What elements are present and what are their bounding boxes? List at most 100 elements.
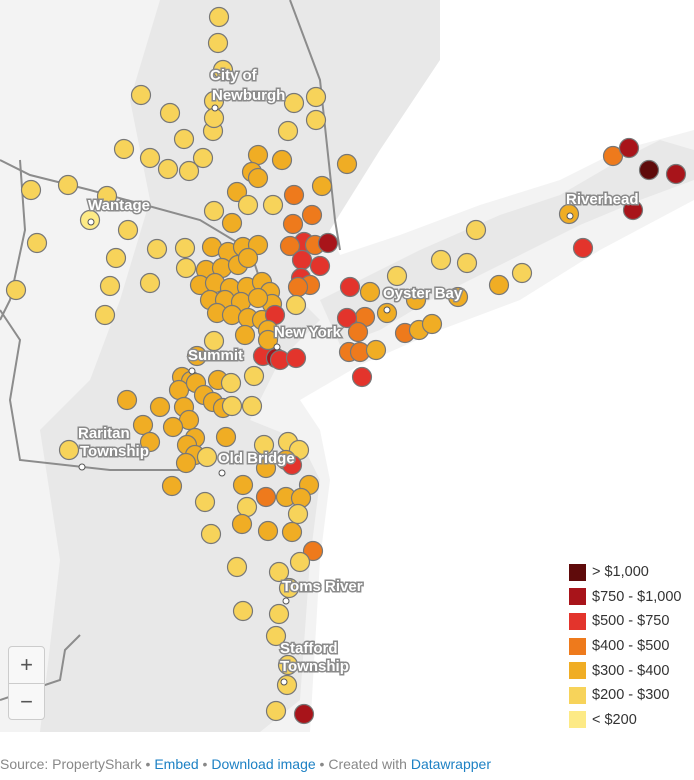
- data-point[interactable]: [488, 274, 510, 296]
- data-point[interactable]: [139, 431, 161, 453]
- data-point[interactable]: [113, 138, 135, 160]
- map[interactable]: City of Newburgh Wantage Riverhead Oyster Ba…: [0, 0, 694, 732]
- data-point[interactable]: [247, 287, 269, 309]
- data-point[interactable]: [194, 491, 216, 513]
- data-point[interactable]: [282, 213, 304, 235]
- data-point[interactable]: [365, 339, 387, 361]
- data-point[interactable]: [168, 379, 190, 401]
- data-point[interactable]: [174, 237, 196, 259]
- data-point[interactable]: [20, 179, 42, 201]
- data-point[interactable]: [511, 262, 533, 284]
- data-point[interactable]: [139, 272, 161, 294]
- data-point[interactable]: [221, 212, 243, 234]
- data-point[interactable]: [638, 159, 660, 181]
- data-point[interactable]: [309, 255, 331, 277]
- data-point[interactable]: [232, 474, 254, 496]
- data-point[interactable]: [359, 281, 381, 303]
- zoom-in-button[interactable]: +: [20, 652, 33, 677]
- data-point[interactable]: [130, 84, 152, 106]
- data-point[interactable]: [117, 219, 139, 241]
- data-point[interactable]: [132, 414, 154, 436]
- data-point[interactable]: [305, 86, 327, 108]
- data-point[interactable]: [159, 102, 181, 124]
- data-point[interactable]: [456, 252, 478, 274]
- data-point[interactable]: [665, 163, 687, 185]
- data-point[interactable]: [268, 603, 290, 625]
- data-point[interactable]: [289, 551, 311, 573]
- data-point[interactable]: [255, 486, 277, 508]
- data-point[interactable]: [285, 294, 307, 316]
- data-point[interactable]: [447, 286, 469, 308]
- data-point[interactable]: [287, 276, 309, 298]
- data-point[interactable]: [139, 147, 161, 169]
- data-point[interactable]: [572, 237, 594, 259]
- data-point[interactable]: [175, 452, 197, 474]
- data-point[interactable]: [339, 276, 361, 298]
- data-point[interactable]: [234, 324, 256, 346]
- data-point[interactable]: [291, 249, 313, 271]
- data-point[interactable]: [94, 304, 116, 326]
- embed-link[interactable]: Embed: [154, 756, 199, 772]
- data-point[interactable]: [262, 194, 284, 216]
- data-point[interactable]: [347, 321, 369, 343]
- data-point[interactable]: [173, 128, 195, 150]
- data-point[interactable]: [351, 366, 373, 388]
- data-point[interactable]: [232, 600, 254, 622]
- data-point[interactable]: [421, 313, 443, 335]
- data-point[interactable]: [405, 289, 427, 311]
- data-point[interactable]: [231, 513, 253, 535]
- data-point[interactable]: [58, 439, 80, 461]
- data-point[interactable]: [208, 6, 230, 28]
- data-point[interactable]: [149, 396, 171, 418]
- data-point[interactable]: [336, 153, 358, 175]
- data-point[interactable]: [311, 175, 333, 197]
- data-point[interactable]: [226, 181, 248, 203]
- data-point[interactable]: [192, 147, 214, 169]
- data-point[interactable]: [186, 345, 208, 367]
- data-point[interactable]: [302, 540, 324, 562]
- data-point[interactable]: [200, 523, 222, 545]
- data-point[interactable]: [105, 247, 127, 269]
- data-point[interactable]: [281, 454, 303, 476]
- download-image-link[interactable]: Download image: [211, 756, 316, 772]
- data-point[interactable]: [247, 167, 269, 189]
- data-point[interactable]: [265, 700, 287, 722]
- data-point[interactable]: [196, 446, 218, 468]
- data-point[interactable]: [253, 434, 275, 456]
- data-point[interactable]: [430, 249, 452, 271]
- data-point[interactable]: [203, 200, 225, 222]
- data-point[interactable]: [116, 389, 138, 411]
- data-point[interactable]: [281, 521, 303, 543]
- data-point[interactable]: [276, 674, 298, 696]
- data-point[interactable]: [317, 232, 339, 254]
- data-point[interactable]: [271, 149, 293, 171]
- data-point[interactable]: [279, 235, 301, 257]
- data-point[interactable]: [386, 265, 408, 287]
- data-point[interactable]: [178, 160, 200, 182]
- data-point[interactable]: [57, 174, 79, 196]
- data-point[interactable]: [220, 372, 242, 394]
- data-point[interactable]: [5, 279, 27, 301]
- data-point[interactable]: [247, 144, 269, 166]
- data-point[interactable]: [243, 365, 265, 387]
- data-point[interactable]: [26, 232, 48, 254]
- data-point[interactable]: [203, 330, 225, 352]
- data-point[interactable]: [277, 120, 299, 142]
- data-point[interactable]: [257, 520, 279, 542]
- data-point[interactable]: [157, 158, 179, 180]
- data-point[interactable]: [236, 496, 258, 518]
- data-point[interactable]: [175, 257, 197, 279]
- data-point[interactable]: [237, 247, 259, 269]
- datawrapper-link[interactable]: Datawrapper: [410, 756, 491, 772]
- data-point[interactable]: [305, 109, 327, 131]
- data-point[interactable]: [618, 137, 640, 159]
- data-point[interactable]: [283, 92, 305, 114]
- data-point[interactable]: [161, 475, 183, 497]
- data-point[interactable]: [96, 185, 118, 207]
- data-point[interactable]: [146, 238, 168, 260]
- data-point[interactable]: [162, 416, 184, 438]
- data-point[interactable]: [257, 329, 279, 351]
- data-point[interactable]: [215, 426, 237, 448]
- data-point[interactable]: [277, 654, 299, 676]
- data-point[interactable]: [265, 625, 287, 647]
